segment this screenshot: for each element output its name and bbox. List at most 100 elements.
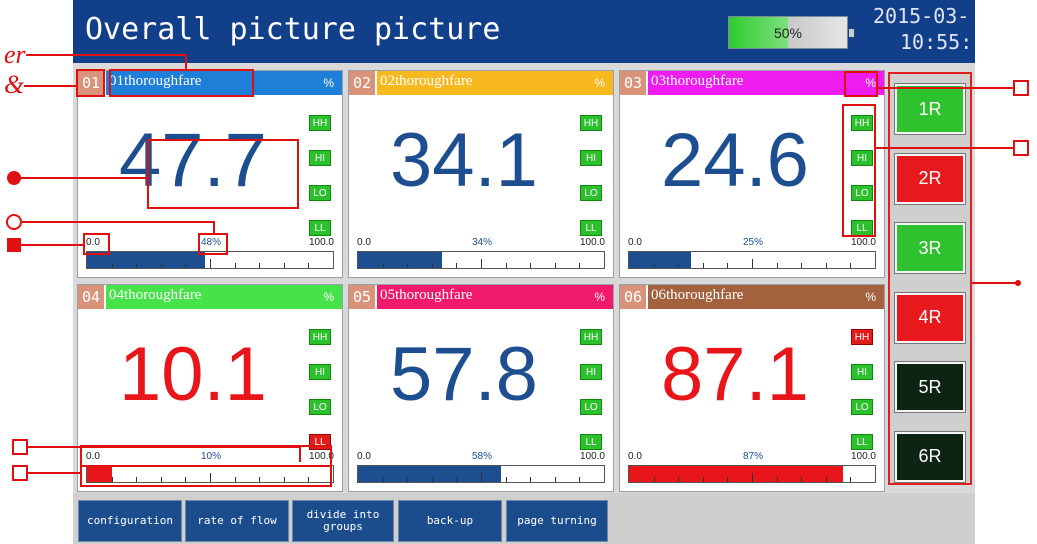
- channel-unit: %: [323, 290, 334, 304]
- channel-number: 03: [620, 71, 646, 95]
- scale-tick: [308, 477, 310, 482]
- scale-tick: [259, 263, 261, 268]
- battery: 50%: [728, 16, 848, 49]
- alarm-tag: HH: [580, 115, 602, 131]
- scale-tick: [850, 263, 852, 268]
- progress-track: [357, 251, 605, 269]
- scale-tick: [160, 263, 162, 268]
- alarm-tag: HI: [851, 364, 873, 380]
- progress-track: [86, 465, 334, 483]
- scale-tick: [653, 477, 655, 482]
- scale-tick: [702, 477, 704, 482]
- channel-panel: 02 02thoroughfare% 34.1 HH HI LO LL 0.0 100.0 34%: [348, 70, 614, 278]
- scale-tick: [530, 263, 532, 268]
- scale-tick: [825, 477, 827, 482]
- annotation-shape: [1015, 280, 1021, 286]
- channel-header: 04thoroughfare%: [106, 285, 342, 309]
- annotation-text: &: [4, 70, 25, 99]
- scale-tick: [801, 477, 803, 482]
- scale-tick: [481, 473, 482, 482]
- scale-tick: [259, 477, 261, 482]
- channel-unit: %: [594, 76, 605, 90]
- scale-tick: [136, 263, 138, 268]
- alarm-tag: LO: [851, 399, 873, 415]
- scale-tick: [579, 477, 581, 482]
- scale-tick: [653, 263, 655, 268]
- alarm-tag: HI: [580, 364, 602, 380]
- range-max: 100.0: [579, 451, 605, 462]
- scale-tick: [111, 477, 113, 482]
- alarm-tag: HH: [580, 329, 602, 345]
- range-max: 100.0: [308, 237, 334, 248]
- channel-value: 57.8: [390, 332, 538, 417]
- channel-number: 04: [78, 285, 104, 309]
- channel-value: 47.7: [119, 118, 267, 203]
- toolbar-button[interactable]: rate of flow: [185, 500, 289, 542]
- channel-header: 03thoroughfare%: [648, 71, 884, 95]
- channel-number: 06: [620, 285, 646, 309]
- toolbar-button[interactable]: back-up: [398, 500, 502, 542]
- progress-fill: [629, 466, 844, 482]
- toolbar-button[interactable]: divide into groups: [292, 500, 394, 542]
- alarm-tag: LO: [580, 399, 602, 415]
- channel-panel: 01 01thoroughfare% 47.7 HH HI LO LL 0.0 100.0 48%: [77, 70, 343, 278]
- alarm-tag: LL: [851, 434, 873, 450]
- scale-tick: [678, 477, 680, 482]
- relay-button[interactable]: 4R: [894, 291, 966, 344]
- channel-value: 24.6: [661, 118, 809, 203]
- alarm-tag: LL: [851, 220, 873, 236]
- channel-value: 87.1: [661, 332, 809, 417]
- scale-tick: [505, 477, 507, 482]
- scale-tick: [185, 263, 187, 268]
- progress-fill: [358, 466, 501, 482]
- channel-name: 01thoroughfare: [109, 73, 202, 89]
- channel-number: 05: [349, 285, 375, 309]
- battery-tip: [849, 29, 854, 37]
- annotation-shape: [7, 238, 21, 252]
- channel-panel: 05 05thoroughfare% 57.8 HH HI LO LL 0.0 100.0 58%: [348, 284, 614, 492]
- relay-button[interactable]: 6R: [894, 430, 966, 483]
- range-max: 100.0: [850, 237, 876, 248]
- alarm-tag: LO: [580, 185, 602, 201]
- relay-button[interactable]: 2R: [894, 152, 966, 205]
- annotation-shape: [1013, 140, 1029, 156]
- scale-tick: [234, 477, 236, 482]
- alarm-tag: LO: [309, 185, 331, 201]
- scale-tick: [801, 263, 803, 268]
- scale-tick: [505, 263, 507, 268]
- channel-panel: 03 03thoroughfare% 24.6 HH HI LO LL 0.0 100.0 25%: [619, 70, 885, 278]
- range-max: 100.0: [579, 237, 605, 248]
- toolbar-button[interactable]: page turning: [506, 500, 608, 542]
- scale-tick: [776, 477, 778, 482]
- relay-button[interactable]: 5R: [894, 361, 966, 413]
- scale-tick: [579, 263, 581, 268]
- scale-tick: [727, 477, 729, 482]
- date: 2015-03-: [873, 4, 970, 28]
- alarm-tag: HI: [309, 364, 331, 380]
- scale-tick: [382, 263, 384, 268]
- scale-tick: [776, 263, 778, 268]
- scale-tick: [727, 263, 729, 268]
- annotation-shape: [1013, 80, 1029, 96]
- alarm-tag: LO: [851, 185, 873, 201]
- scale-tick: [210, 473, 211, 482]
- scale-tick: [407, 477, 409, 482]
- relay-button[interactable]: 1R: [894, 83, 966, 135]
- alarm-tag: LL: [309, 434, 331, 450]
- alarm-tag: HI: [851, 150, 873, 166]
- relay-button[interactable]: 3R: [894, 222, 966, 274]
- channel-value: 10.1: [119, 332, 267, 417]
- channel-unit: %: [865, 290, 876, 304]
- time: 10:55:: [900, 30, 973, 54]
- channel-name: 02thoroughfare: [380, 73, 473, 89]
- toolbar-button[interactable]: configuration: [78, 500, 182, 542]
- alarm-tag: LL: [580, 434, 602, 450]
- scale-tick: [752, 473, 753, 482]
- scale-tick: [308, 263, 310, 268]
- channel-panel: 04 04thoroughfare% 10.1 HH HI LO LL 0.0 100.0 10%: [77, 284, 343, 492]
- scale-tick: [283, 263, 285, 268]
- percent-label: 58%: [471, 451, 492, 462]
- page-title: Overall picture picture: [85, 12, 501, 47]
- progress-track: [628, 251, 876, 269]
- alarm-tag: HH: [309, 115, 331, 131]
